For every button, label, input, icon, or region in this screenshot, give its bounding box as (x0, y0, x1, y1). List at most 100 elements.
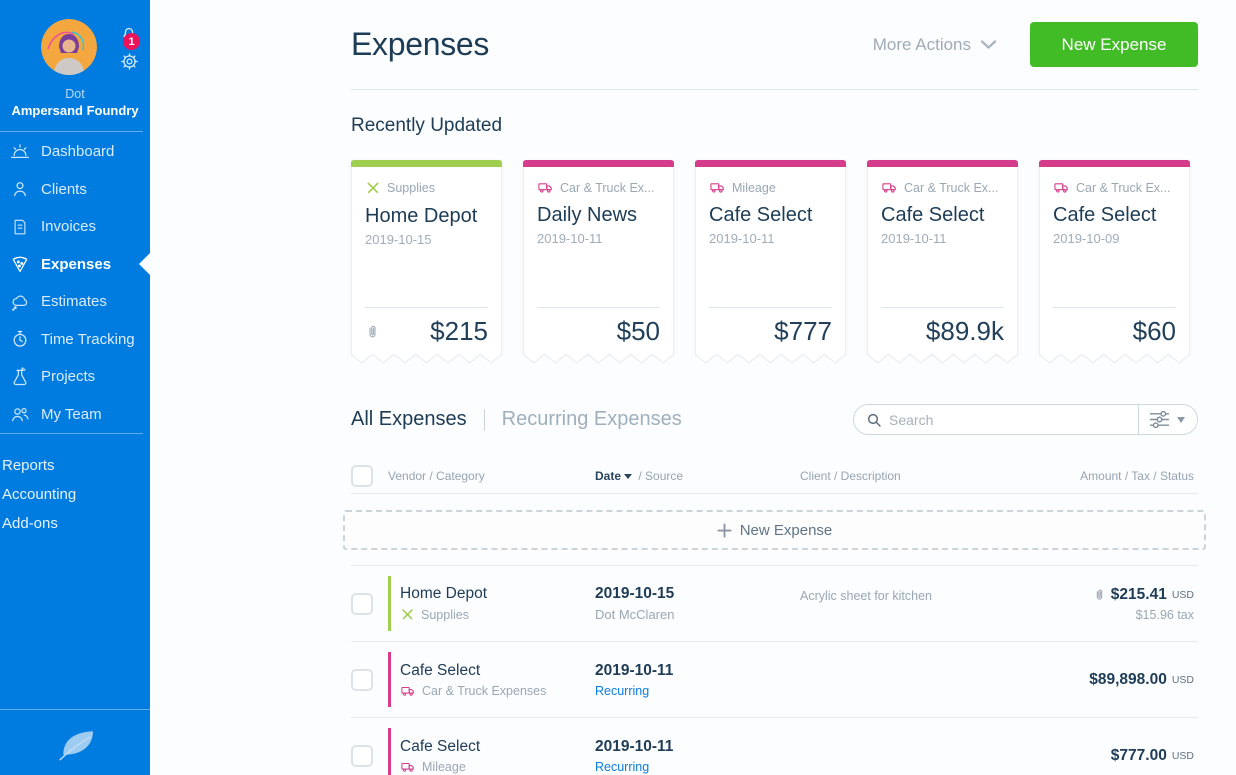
row-accent-bar (388, 576, 391, 631)
sidebar-item-reports[interactable]: Reports (2, 457, 55, 474)
expense-card[interactable]: Car & Truck Ex... Cafe Select 2019-10-11… (867, 160, 1018, 364)
card-amount: $777 (774, 315, 832, 346)
select-all-checkbox[interactable] (351, 465, 373, 487)
row-category: Mileage (422, 759, 466, 774)
card-category: Car & Truck Ex... (904, 180, 999, 195)
card-category: Supplies (387, 181, 435, 195)
receipt-zigzag-edge (351, 354, 502, 364)
plus-icon (717, 522, 732, 538)
column-date-source[interactable]: Date / Source (595, 469, 800, 483)
sidebar-links: Reports Accounting Add-ons (0, 434, 150, 538)
sidebar-nav: Dashboard Clients Invoices Expenses Esti… (0, 132, 150, 433)
receipt-zigzag-edge (867, 354, 1018, 364)
expense-card[interactable]: Car & Truck Ex... Cafe Select 2019-10-09… (1039, 160, 1190, 364)
paperclip-icon (1096, 589, 1102, 600)
sidebar-item-projects[interactable]: Projects (0, 358, 150, 396)
sort-by-date[interactable]: Date (595, 469, 622, 483)
flask-icon (8, 366, 32, 388)
card-accent-bar (1039, 160, 1190, 167)
table-row[interactable]: Cafe Select Car & Truck Expenses 2019-10… (351, 642, 1198, 718)
filter-sliders-icon (1150, 411, 1169, 428)
main-content: Expenses More Actions New Expense Recent… (343, 0, 1206, 775)
table-header: Vendor / Category Date / Source Client /… (351, 459, 1198, 494)
row-recurring-link[interactable]: Recurring (595, 683, 650, 698)
row-vendor: Home Depot (400, 585, 488, 602)
sidebar-item-label: Clients (41, 180, 87, 198)
more-actions-dropdown[interactable]: More Actions (873, 35, 997, 55)
chevron-down-icon (1177, 416, 1185, 423)
new-expense-button[interactable]: New Expense (1030, 22, 1198, 67)
column-vendor-category[interactable]: Vendor / Category (388, 469, 485, 483)
card-date: 2019-10-11 (881, 231, 947, 246)
truck-icon (401, 686, 414, 696)
supplies-icon (367, 182, 379, 194)
truck-icon (401, 762, 414, 772)
row-vendor: Cafe Select (400, 737, 481, 755)
row-date: 2019-10-15 (595, 585, 675, 602)
row-amount: $215.41 (1110, 585, 1167, 603)
list-toolbar: All Expenses Recurring Expenses (351, 404, 1198, 435)
row-recurring-link[interactable]: Recurring (595, 759, 650, 774)
page-title: Expenses (351, 26, 490, 62)
new-expense-row[interactable]: New Expense (343, 510, 1206, 550)
search-input[interactable] (889, 411, 1138, 428)
header-actions: More Actions New Expense (873, 22, 1198, 67)
expense-card[interactable]: Car & Truck Ex... Daily News 2019-10-11 … (523, 160, 674, 364)
column-client-description[interactable]: Client / Description (800, 469, 901, 483)
sidebar-item-my-team[interactable]: My Team (0, 396, 150, 434)
truck-icon (538, 183, 552, 193)
row-amount: $777.00 (1110, 746, 1167, 764)
sidebar-item-add-ons[interactable]: Add-ons (2, 515, 58, 532)
row-amount: $89,898.00 (1089, 670, 1167, 688)
expense-card[interactable]: Supplies Home Depot 2019-10-15 $215 (351, 160, 502, 364)
row-currency: USD (1171, 749, 1194, 762)
more-actions-label: More Actions (872, 34, 971, 54)
sidebar-item-expenses[interactable]: Expenses (0, 246, 150, 284)
tab-all-expenses[interactable]: All Expenses (351, 408, 467, 430)
row-checkbox[interactable] (351, 592, 373, 615)
sidebar-item-estimates[interactable]: Estimates (0, 283, 150, 321)
row-checkbox[interactable] (351, 668, 373, 691)
filter-dropdown[interactable] (1138, 405, 1197, 434)
card-accent-bar (695, 160, 846, 167)
truck-icon (1054, 183, 1068, 193)
sidebar-item-time-tracking[interactable]: Time Tracking (0, 321, 150, 359)
row-category: Supplies (421, 607, 469, 622)
sidebar-item-label: My Team (41, 405, 102, 423)
sidebar-divider (0, 433, 143, 434)
company-name[interactable]: Ampersand Foundry (11, 103, 139, 118)
card-date: 2019-10-11 (537, 231, 603, 246)
card-amount: $89.9k (925, 315, 1004, 346)
table-row[interactable]: Home Depot Supplies 2019-10-15 Dot McCla… (351, 566, 1198, 642)
sidebar-item-invoices[interactable]: Invoices (0, 208, 150, 246)
avatar[interactable] (41, 19, 97, 75)
document-icon (8, 216, 32, 238)
row-tax: $15.96 tax (1135, 607, 1194, 622)
expense-card[interactable]: Mileage Cafe Select 2019-10-11 $777 (695, 160, 846, 364)
page-header: Expenses More Actions New Expense (351, 0, 1198, 90)
sidebar-profile: 1 Dot Ampersand Foundry (0, 0, 150, 131)
new-expense-row-label: New Expense (739, 521, 833, 539)
card-date: 2019-10-15 (365, 232, 432, 247)
column-source-label: / Source (638, 469, 684, 483)
card-amount: $50 (616, 315, 660, 346)
sunrise-icon (8, 141, 32, 163)
sidebar-item-clients[interactable]: Clients (0, 171, 150, 209)
sidebar-item-label: Projects (41, 368, 96, 386)
receipt-zigzag-edge (1039, 354, 1190, 364)
sidebar-item-accounting[interactable]: Accounting (2, 486, 77, 503)
card-amount: $215 (430, 315, 488, 346)
settings-button[interactable] (116, 48, 142, 74)
sidebar-item-dashboard[interactable]: Dashboard (0, 133, 150, 171)
notifications-button[interactable]: 1 (116, 20, 142, 50)
table-row[interactable]: Cafe Select Mileage 2019-10-11 Recurring… (351, 718, 1198, 775)
row-checkbox[interactable] (351, 744, 373, 767)
row-date: 2019-10-11 (595, 661, 674, 679)
card-accent-bar (351, 160, 502, 167)
gear-icon (120, 52, 138, 70)
row-currency: USD (1171, 673, 1194, 686)
tab-recurring-expenses[interactable]: Recurring Expenses (501, 408, 682, 430)
leaf-logo-icon[interactable] (53, 725, 97, 761)
column-amount-tax-status[interactable]: Amount / Tax / Status (1080, 469, 1194, 483)
notification-badge: 1 (123, 33, 140, 50)
